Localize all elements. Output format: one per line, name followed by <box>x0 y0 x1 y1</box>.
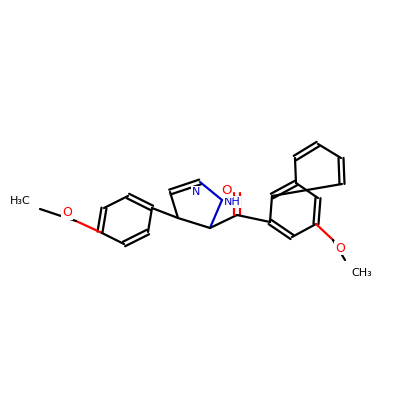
Text: O: O <box>222 184 232 198</box>
Text: O: O <box>62 206 72 220</box>
Text: H₃C: H₃C <box>10 196 30 206</box>
Text: CH₃: CH₃ <box>352 268 372 278</box>
Text: O: O <box>335 242 345 254</box>
Text: N: N <box>192 187 200 197</box>
Text: NH: NH <box>224 197 240 207</box>
